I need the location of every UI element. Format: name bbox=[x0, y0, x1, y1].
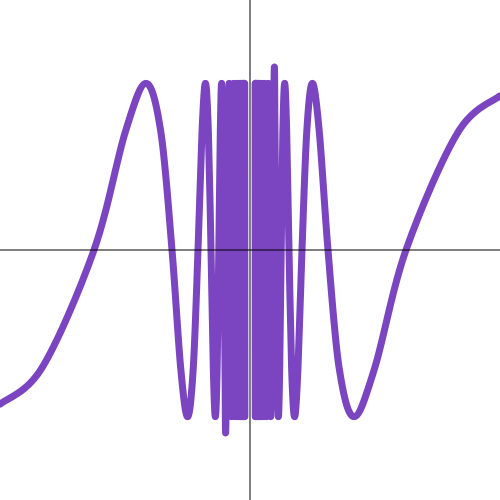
curve bbox=[251, 63, 500, 421]
curve bbox=[0, 79, 249, 437]
